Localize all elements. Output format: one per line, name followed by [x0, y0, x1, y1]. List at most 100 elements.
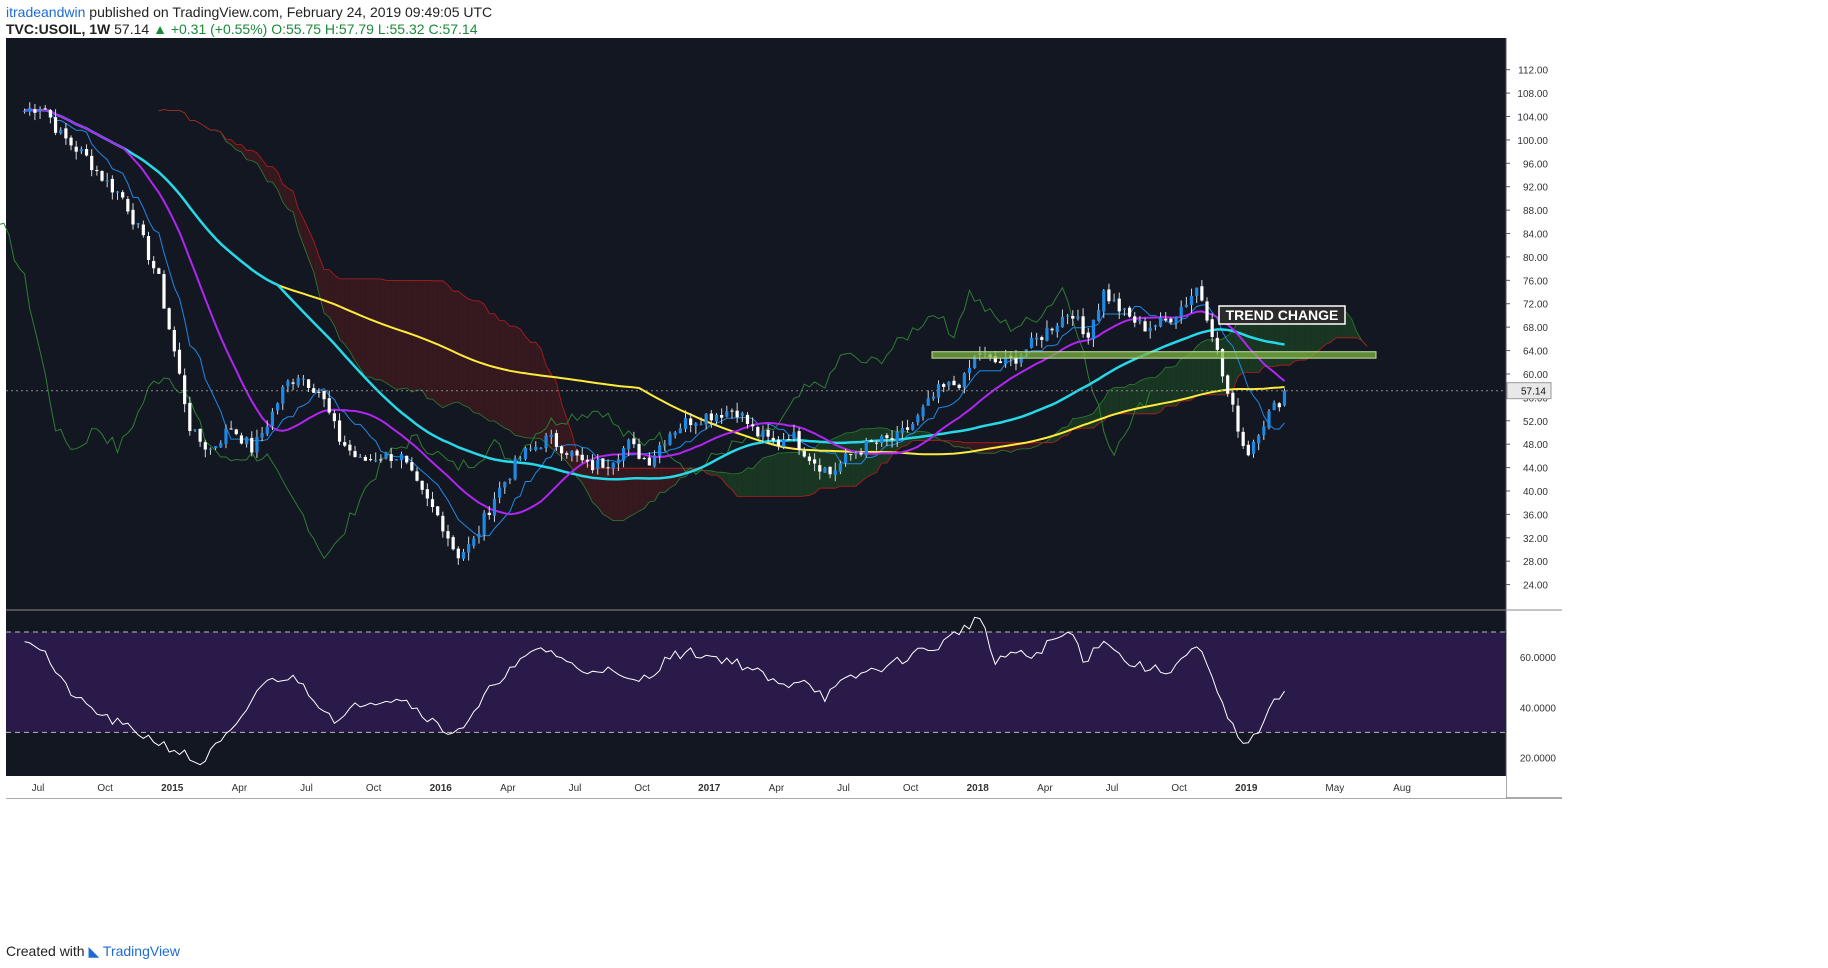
- candle-up: [843, 453, 848, 463]
- cloud-segment: [716, 471, 722, 479]
- tradingview-link[interactable]: TradingView: [102, 943, 180, 959]
- cloud-segment: [726, 472, 732, 490]
- candle-down: [1200, 286, 1204, 301]
- symbol-name[interactable]: TVC:USOIL, 1W: [6, 21, 111, 37]
- candle-up: [1102, 290, 1106, 312]
- cloud-segment: [241, 144, 247, 160]
- candle-down: [48, 109, 52, 118]
- candle-up: [673, 432, 677, 436]
- candle-up: [1066, 315, 1070, 317]
- candle-up: [1158, 317, 1163, 327]
- cloud-segment: [582, 458, 588, 493]
- cloud-segment: [463, 295, 469, 408]
- candle-up: [1060, 316, 1065, 328]
- trend-change-text: TREND CHANGE: [1226, 307, 1339, 323]
- candle-up: [663, 444, 667, 446]
- candle-up: [911, 423, 915, 430]
- candle-up: [28, 108, 32, 112]
- candle-down: [110, 178, 114, 193]
- candle-up: [1257, 435, 1261, 444]
- price-chart[interactable]: TREND CHANGE 112.00 108.00 104.00 100.00 96.…: [0, 0, 1828, 936]
- tradingview-logo-icon: ◣: [88, 943, 100, 959]
- cloud-segment: [954, 441, 960, 447]
- resistance-zone: TREND CHANGE: [931, 305, 1377, 359]
- cloud-segment: [571, 433, 578, 478]
- time-tick-label: 2016: [430, 783, 453, 794]
- candle-up: [477, 533, 481, 538]
- candle-up: [105, 180, 109, 182]
- candle-up: [1091, 319, 1096, 340]
- cloud-segment: [1103, 390, 1109, 422]
- candle-down: [368, 459, 373, 461]
- candle-down: [363, 456, 367, 461]
- cloud-segment: [824, 440, 831, 489]
- cloud-segment: [251, 150, 257, 164]
- cloud-segment: [778, 452, 784, 497]
- candle-down: [410, 462, 414, 471]
- candle-up: [1045, 327, 1049, 341]
- published-text: published on TradingView.com, February 2…: [89, 4, 493, 20]
- candle-up: [1019, 354, 1023, 363]
- candle-up: [1262, 426, 1266, 436]
- cloud-segment: [1083, 415, 1089, 429]
- trend-change-box: [1218, 305, 1346, 325]
- candle-down: [84, 148, 89, 156]
- cloud-segment: [1207, 339, 1213, 395]
- cloud-segment: [633, 468, 640, 515]
- cloud-segment: [1258, 320, 1264, 373]
- candle-down: [1071, 316, 1075, 319]
- candle-down: [1169, 318, 1173, 323]
- cloud-segment: [282, 184, 288, 210]
- cloud-segment: [298, 208, 304, 245]
- cloud-segment: [623, 468, 629, 521]
- candle-down: [157, 268, 161, 274]
- candle-up: [694, 423, 698, 427]
- cloud-segment: [649, 468, 655, 502]
- candle-down: [203, 442, 207, 450]
- cloud-segment: [546, 365, 552, 448]
- publisher-link[interactable]: itradeandwin: [6, 4, 86, 20]
- time-tick-label: Jul: [32, 783, 45, 794]
- candle-down: [317, 391, 321, 393]
- candle-down: [1050, 328, 1054, 331]
- time-tick-label: Apr: [232, 783, 248, 794]
- cloud-segment: [602, 468, 609, 518]
- candle-up: [399, 454, 404, 461]
- candle-down: [885, 435, 889, 439]
- candle-down: [585, 459, 590, 462]
- candle-down: [1231, 392, 1235, 405]
- cloud-segment: [1129, 384, 1135, 414]
- up-arrow-icon: ▲: [153, 21, 167, 37]
- price-axis: 112.00 108.00 104.00 100.00 96.00 92.00 88.00 8…: [1506, 66, 1557, 764]
- cloud-segment: [458, 291, 464, 406]
- candle-down: [797, 431, 801, 450]
- cloud-segment: [608, 468, 614, 521]
- cloud-segment: [737, 472, 743, 497]
- cloud-segment: [1253, 320, 1259, 373]
- candle-down: [446, 531, 450, 539]
- candle-up: [967, 367, 972, 374]
- cloud-segment: [1160, 367, 1166, 412]
- cloud-segment: [437, 280, 443, 408]
- candle-down: [121, 192, 125, 198]
- cloud-segment: [1026, 442, 1032, 449]
- price-tick-label: 68.00: [1523, 323, 1548, 334]
- cloud-segment: [551, 374, 557, 453]
- candle-down: [735, 410, 739, 418]
- candle-down: [436, 506, 440, 516]
- candle-down: [812, 459, 817, 464]
- cloud-segment: [1170, 365, 1177, 406]
- candle-up: [1184, 304, 1188, 307]
- candle-down: [1133, 316, 1137, 323]
- cloud-segment: [370, 278, 376, 380]
- time-tick-label: Jul: [1106, 783, 1119, 794]
- cloud-segment: [499, 320, 505, 429]
- cloud-segment: [509, 326, 516, 436]
- cloud-segment: [396, 280, 402, 390]
- rsi-tick-label: 60.0000: [1520, 653, 1557, 664]
- candle-up: [286, 380, 290, 387]
- candle-down: [332, 413, 336, 422]
- candle-up: [214, 446, 218, 448]
- candle-down: [590, 460, 595, 471]
- candle-down: [601, 458, 605, 468]
